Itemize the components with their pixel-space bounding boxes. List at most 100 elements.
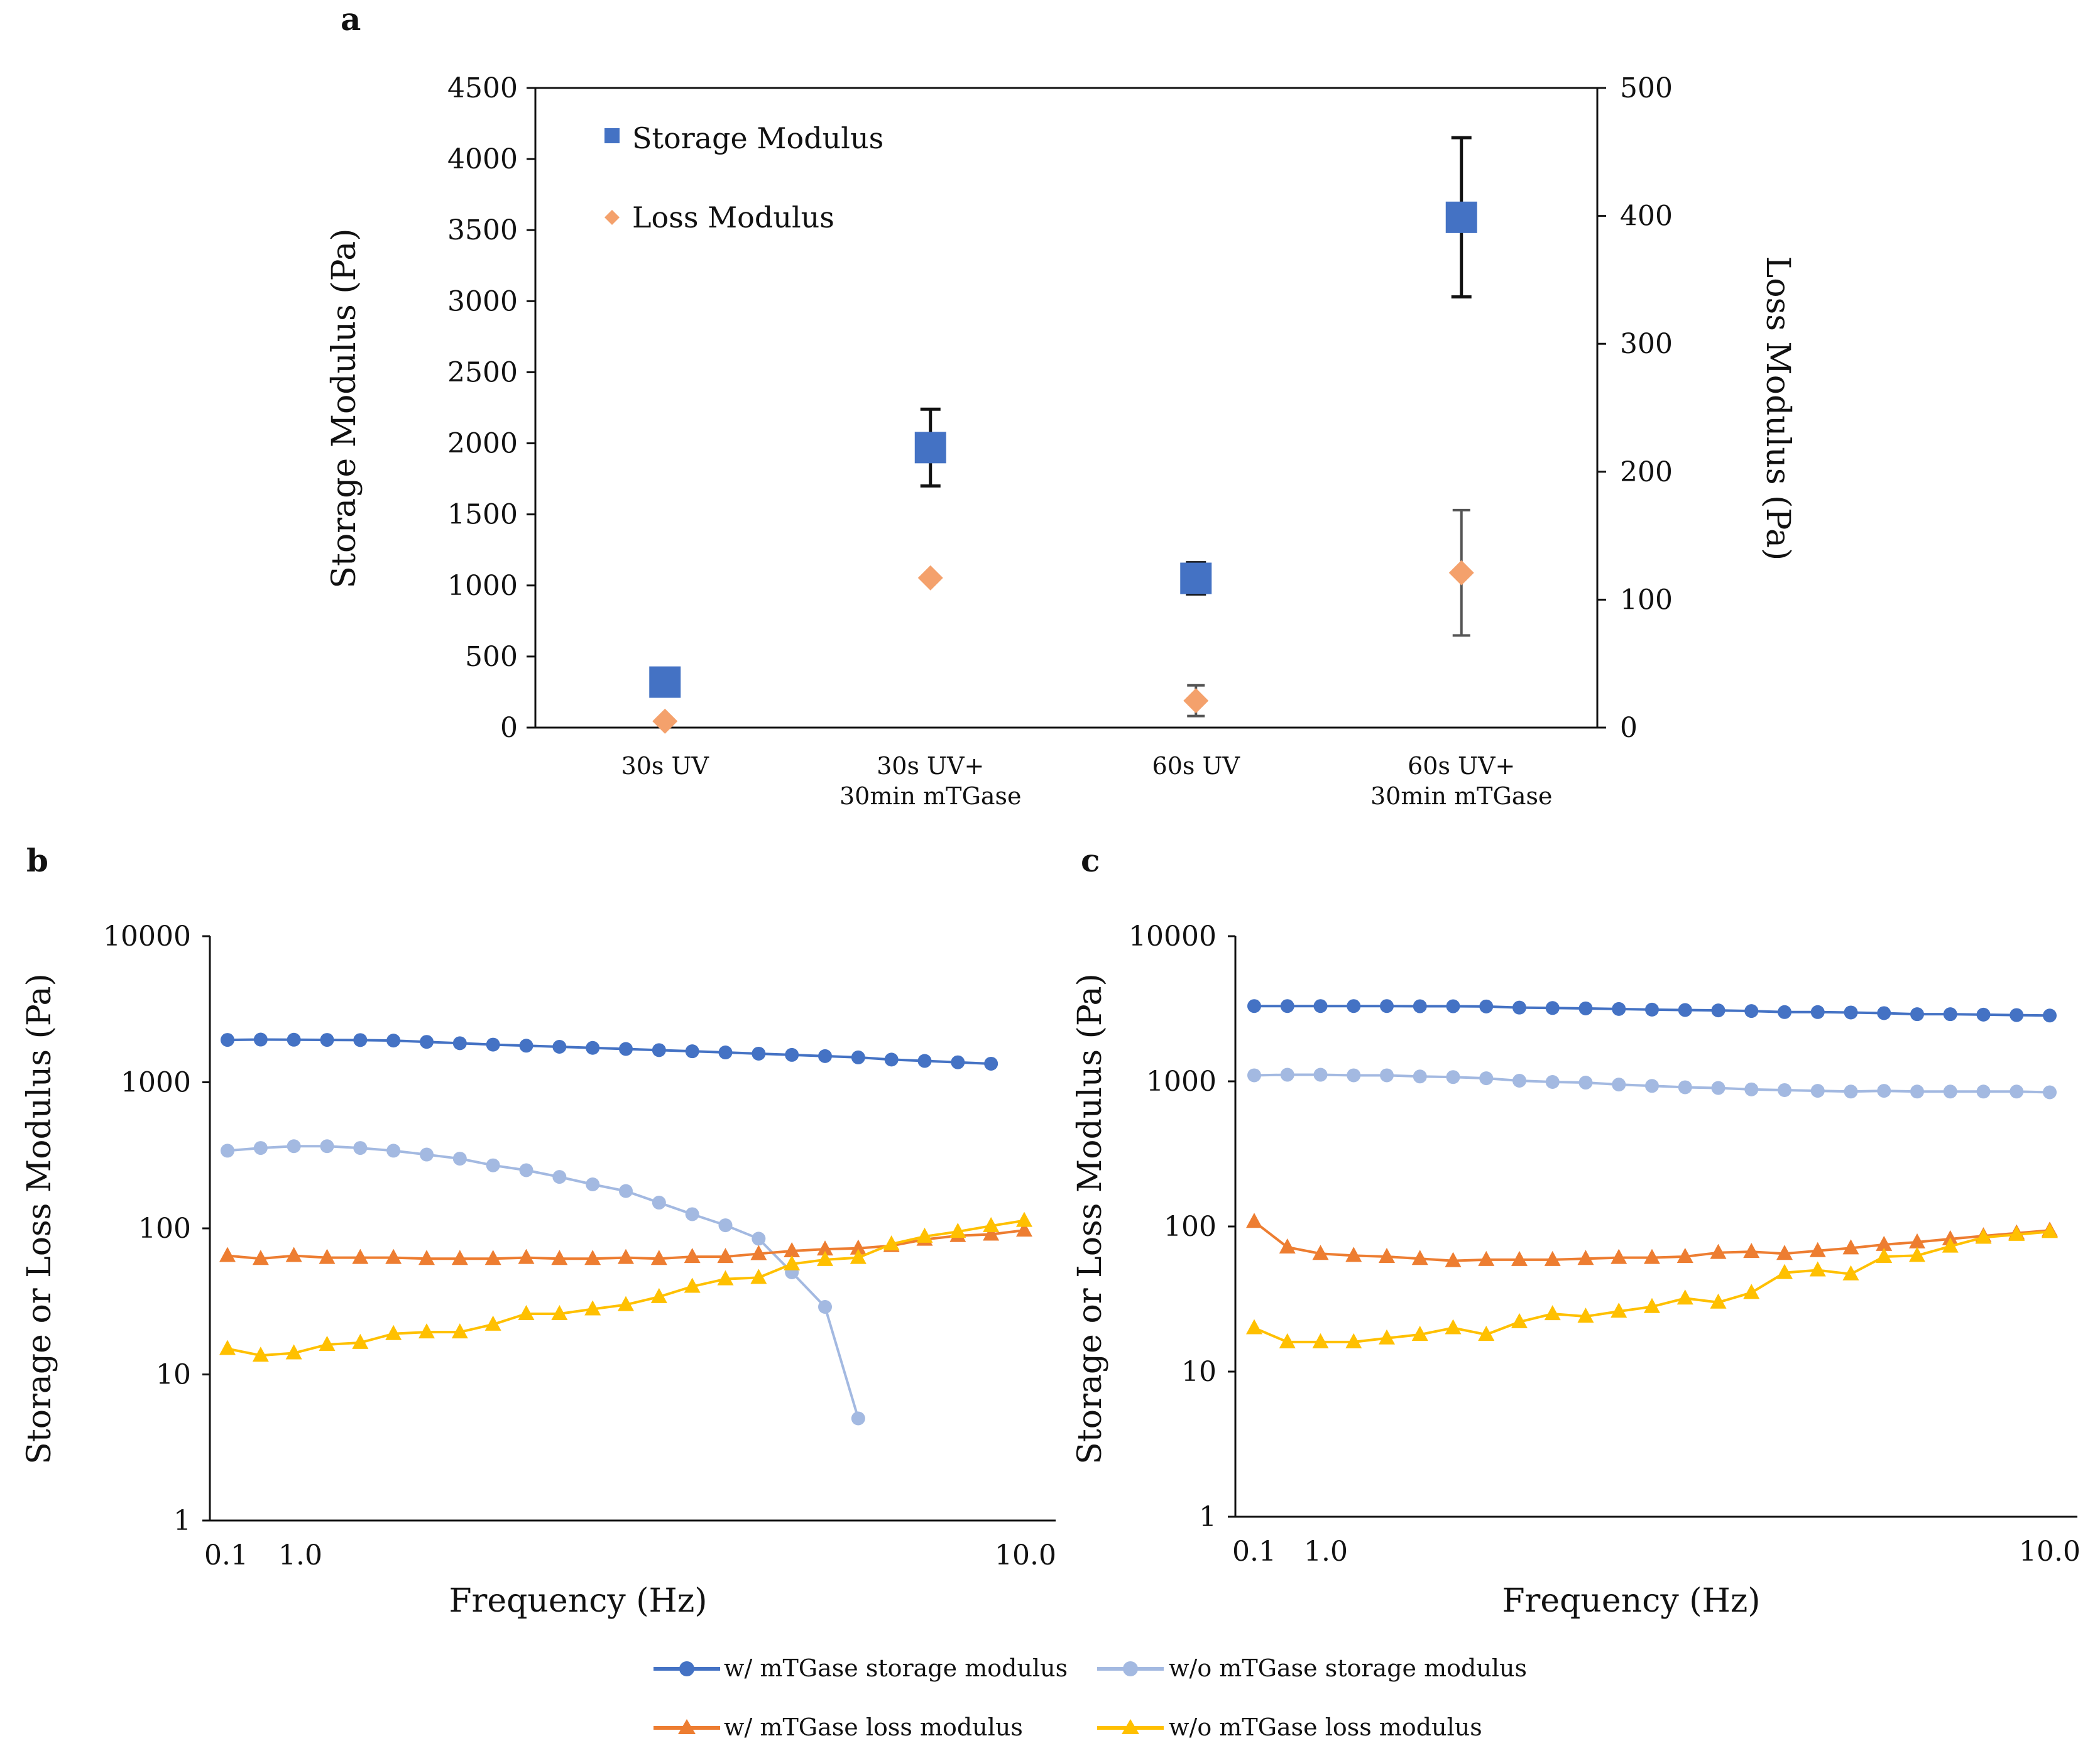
chart-a-ytick-label: 2000: [447, 428, 518, 460]
chart-c-point: [1313, 999, 1328, 1013]
chart-a-category-label: 30s UV: [621, 752, 709, 780]
chart-b-point: [221, 1144, 234, 1158]
chart-c-point: [1246, 1213, 1262, 1228]
chart-c-point: [1413, 1069, 1427, 1084]
chart-b-point: [916, 1227, 933, 1243]
chart-c-ytick-label: 10000: [1129, 920, 1217, 953]
chart-c-point: [1479, 1071, 1494, 1086]
chart-c-point: [1876, 1235, 1893, 1251]
loss-modulus-point: [917, 565, 943, 591]
chart-b-point: [619, 1184, 633, 1198]
chart-b-point: [219, 1247, 236, 1262]
chart-c-point: [1644, 1297, 1660, 1313]
chart-c-point: [1976, 1084, 1991, 1099]
chart-b-point: [586, 1040, 600, 1055]
chart-a-y2tick-label: 300: [1620, 328, 1673, 360]
chart-c-point: [1445, 1319, 1462, 1335]
chart-c-point: [1842, 1265, 1859, 1281]
chart-c-point: [1411, 1250, 1428, 1265]
chart-a-ytick-label: 4000: [447, 143, 518, 175]
chart-b-point: [951, 1055, 965, 1069]
chart-b-point: [352, 1248, 369, 1264]
chart-c-point: [1877, 1006, 1891, 1020]
chart-c-point: [1844, 1005, 1858, 1020]
chart-c-point: [1676, 1247, 1693, 1263]
chart-b-point: [253, 1032, 268, 1047]
chart-c-point: [1511, 1313, 1528, 1328]
legend-a-loss-marker: [604, 210, 620, 225]
chart-c-point: [1743, 1243, 1760, 1259]
chart-b-point: [552, 1170, 567, 1184]
chart-c-point: [1280, 999, 1294, 1013]
chart-b-point: [352, 1333, 369, 1349]
chart-b-point: [252, 1346, 269, 1362]
legend-label-wo-loss: w/o mTGase loss modulus: [1169, 1713, 1482, 1741]
chart-c-point: [1544, 1305, 1561, 1321]
chart-b-point: [584, 1300, 601, 1316]
chart-b-point: [984, 1056, 998, 1071]
chart-c-point: [1877, 1084, 1891, 1098]
chart-c-point: [1678, 1080, 1692, 1095]
chart-a-ytick-label: 3000: [447, 285, 518, 317]
chart-b-point: [319, 1336, 336, 1352]
chart-b-point: [420, 1147, 434, 1162]
chart-c-point: [1645, 1002, 1659, 1017]
chart-c-point: [1909, 1247, 1925, 1262]
chart-b-point: [684, 1248, 701, 1264]
chart-c-point: [1345, 1247, 1362, 1262]
legend-marker-wo-loss: [1122, 1719, 1139, 1734]
chart-b-point: [785, 1047, 799, 1062]
chart-c-point: [1312, 1245, 1329, 1260]
chart-c-point: [1778, 1083, 1791, 1097]
chart-b-point: [353, 1141, 368, 1155]
legend-marker-w-storage: [679, 1661, 694, 1676]
legend-a-storage-label: Storage Modulus: [632, 121, 883, 155]
chart-b-point: [451, 1323, 468, 1339]
chart-b-point: [850, 1239, 867, 1255]
chart-c-ylabel: Storage or Loss Modulus (Pa): [1071, 973, 1109, 1465]
chart-b-point: [551, 1305, 568, 1321]
legend-label-w-storage: w/ mTGase storage modulus: [724, 1654, 1068, 1682]
chart-c-point: [1909, 1233, 1925, 1248]
chart-a-ytick-label: 1000: [447, 570, 518, 602]
chart-a-y2tick-label: 100: [1620, 584, 1673, 616]
chart-a-y2label: Loss Modulus (Pa): [1759, 256, 1796, 561]
chart-b-point: [1016, 1211, 1032, 1227]
chart-a: 0 500 1000 1500 2000 2500 3000 3500 4000 4500 0 10…: [325, 72, 1796, 810]
chart-c-ytick-label: 1: [1199, 1501, 1217, 1533]
chart-b-point: [685, 1044, 699, 1059]
chart-b-ytick-label: 1: [173, 1505, 191, 1537]
chart-b-point: [850, 1248, 867, 1264]
chart-c-point: [1347, 999, 1361, 1013]
chart-b-point: [650, 1287, 667, 1303]
chart-b-point: [418, 1250, 435, 1265]
storage-modulus-point: [1180, 562, 1212, 594]
chart-b-series-line: [227, 1038, 992, 1065]
chart-c-point: [1710, 1243, 1727, 1259]
chart-b-xlabel: Frequency (Hz): [449, 1582, 707, 1620]
chart-b-point: [917, 1054, 932, 1068]
chart-b-point: [385, 1248, 402, 1264]
chart-c-point: [1612, 1002, 1626, 1016]
chart-b-point: [718, 1046, 733, 1060]
legend-marker-wo-storage: [1123, 1661, 1138, 1676]
chart-b-point: [551, 1250, 568, 1265]
chart-c-point: [1645, 1079, 1659, 1093]
chart-c-point: [1478, 1250, 1495, 1266]
chart-b-point: [817, 1250, 833, 1266]
chart-b-point: [353, 1033, 368, 1047]
chart-b-point: [784, 1242, 801, 1258]
chart-b-xtick-label: 10.0: [995, 1539, 1056, 1571]
chart-c-ytick-label: 100: [1164, 1211, 1217, 1243]
chart-b-point: [420, 1035, 434, 1049]
chart-a-category-label: 60s UV+ 30min mTGase: [1370, 752, 1552, 810]
chart-c-point: [2042, 1223, 2058, 1238]
chart-c-point: [1711, 1081, 1725, 1095]
chart-b-ytick-label: 10: [156, 1359, 191, 1391]
chart-c-point: [1744, 1082, 1759, 1096]
chart-b-point: [319, 1248, 336, 1264]
chart-b-point: [718, 1218, 733, 1233]
chart-c-point: [1279, 1333, 1296, 1348]
chart-b-point: [618, 1296, 634, 1311]
chart-b-point: [750, 1269, 767, 1284]
